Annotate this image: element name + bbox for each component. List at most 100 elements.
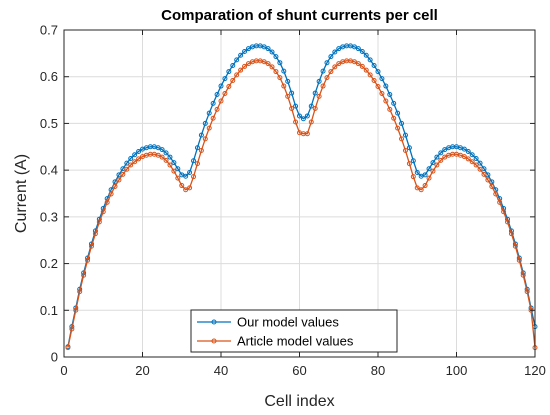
data-point	[320, 68, 326, 74]
data-point	[351, 59, 357, 65]
data-point	[171, 168, 177, 174]
data-point	[461, 154, 467, 160]
data-point	[332, 49, 338, 55]
data-point	[289, 105, 295, 111]
x-tick-label: 40	[214, 363, 228, 378]
data-point	[505, 219, 511, 225]
data-point	[100, 209, 106, 215]
data-point	[477, 166, 483, 172]
data-point	[293, 103, 299, 109]
data-point	[194, 145, 200, 151]
data-point	[92, 231, 98, 237]
data-point	[367, 57, 373, 63]
data-point	[155, 145, 161, 151]
data-point	[328, 69, 334, 75]
data-point	[426, 175, 432, 181]
y-tick-label: 0.5	[40, 116, 58, 131]
data-point	[520, 272, 526, 278]
data-point	[410, 158, 416, 164]
data-point	[375, 69, 381, 75]
data-point	[414, 169, 420, 175]
data-point	[312, 105, 318, 111]
data-point	[210, 100, 216, 106]
data-point	[371, 63, 377, 69]
data-point	[355, 61, 361, 67]
data-point	[359, 48, 365, 54]
data-point	[96, 219, 102, 225]
data-point	[285, 78, 291, 84]
data-point	[194, 161, 200, 167]
data-point	[187, 169, 193, 175]
data-point	[183, 173, 189, 179]
data-point	[497, 199, 503, 205]
legend-item-2: Article model values	[197, 334, 354, 349]
data-point	[210, 115, 216, 121]
data-point	[238, 67, 244, 73]
data-point	[108, 191, 114, 197]
y-tick-label: 0.2	[40, 256, 58, 271]
data-point	[214, 106, 220, 112]
data-point	[489, 179, 495, 185]
data-point	[124, 166, 130, 172]
data-point	[171, 160, 177, 166]
data-point	[430, 168, 436, 174]
data-point	[159, 154, 165, 160]
data-point	[312, 90, 318, 96]
data-point	[120, 171, 126, 177]
data-point	[371, 77, 377, 83]
data-point	[281, 83, 287, 89]
data-point	[265, 61, 271, 67]
data-point	[442, 154, 448, 160]
data-point	[383, 83, 389, 89]
data-point	[293, 119, 299, 125]
data-point	[395, 125, 401, 131]
data-point	[387, 106, 393, 112]
data-point	[363, 52, 369, 58]
data-point	[418, 187, 424, 193]
data-point	[245, 61, 251, 67]
data-point	[379, 76, 385, 82]
data-point	[238, 52, 244, 58]
legend-label: Our model values	[237, 315, 339, 330]
data-point	[399, 136, 405, 142]
data-point	[132, 159, 138, 165]
data-point	[269, 64, 275, 70]
data-point	[410, 174, 416, 180]
data-point	[218, 98, 224, 104]
x-tick-label: 120	[524, 363, 546, 378]
data-point	[328, 54, 334, 60]
data-point	[226, 84, 232, 90]
data-point	[265, 46, 271, 52]
data-point	[359, 63, 365, 69]
data-point	[414, 185, 420, 191]
data-point	[198, 132, 204, 138]
data-point	[128, 155, 134, 161]
data-point	[116, 177, 122, 183]
data-point	[234, 72, 240, 78]
data-point	[473, 155, 479, 161]
data-point	[222, 91, 228, 97]
data-point	[391, 115, 397, 121]
y-tick-label: 0.3	[40, 209, 58, 224]
data-point	[508, 231, 514, 237]
data-point	[261, 59, 267, 65]
data-point	[245, 46, 251, 52]
data-point	[434, 154, 440, 160]
data-point	[391, 100, 397, 106]
data-point	[285, 93, 291, 99]
data-point	[355, 46, 361, 52]
y-tick-label: 0.6	[40, 69, 58, 84]
data-point	[316, 78, 322, 84]
data-point	[163, 150, 169, 156]
data-point	[375, 84, 381, 90]
series-layer	[65, 43, 538, 351]
data-point	[202, 120, 208, 126]
data-point	[277, 60, 283, 66]
data-point	[363, 67, 369, 73]
x-tick-label: 60	[292, 363, 306, 378]
data-point	[281, 68, 287, 74]
data-point	[77, 289, 83, 295]
y-tick-label: 0.4	[40, 163, 58, 178]
series-1	[65, 43, 538, 350]
